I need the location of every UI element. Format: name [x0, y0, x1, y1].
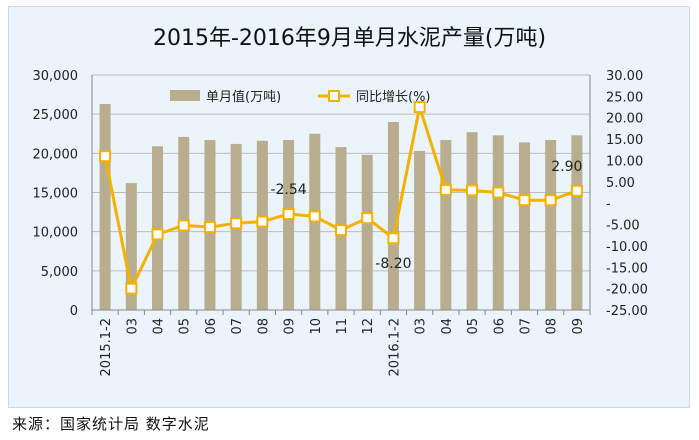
line-point	[177, 219, 190, 232]
bar	[466, 132, 478, 310]
y-left-tick-label: 5,000	[41, 265, 78, 280]
line-point	[570, 184, 583, 197]
y-right-tick-label: -20.00	[606, 283, 648, 298]
line-point	[203, 221, 216, 234]
line-point	[544, 194, 557, 207]
data-label: -2.54	[270, 182, 306, 198]
y-right-tick-label: 5.00	[606, 176, 635, 191]
line-point	[230, 217, 243, 230]
x-tick-label: 10	[309, 318, 324, 335]
x-tick-label: 12	[361, 318, 376, 335]
line-point	[151, 228, 164, 241]
bar	[545, 140, 557, 310]
line-point	[439, 183, 452, 196]
x-tick-label: 08	[256, 318, 271, 335]
bar	[361, 154, 373, 310]
bar	[283, 140, 295, 310]
data-label: -8.20	[375, 256, 411, 272]
y-right-tick-label: -15.00	[606, 261, 648, 276]
bar	[125, 183, 137, 310]
legend-line-marker	[328, 90, 340, 102]
line-point	[335, 224, 347, 237]
x-tick-label: 2016.1-2	[387, 318, 402, 376]
legend-line-label: 同比增长(%)	[356, 90, 431, 105]
axes: 05,00010,00015,00020,00025,00030,000-25.…	[33, 69, 648, 376]
x-tick-label: 04	[152, 318, 167, 335]
x-tick-label: 09	[571, 318, 586, 335]
y-right-tick-label: 15.00	[606, 133, 643, 148]
y-right-tick-label: -25.00	[606, 304, 648, 319]
data-labels: -2.54 -8.20 2.90	[270, 159, 582, 272]
line-point	[492, 186, 505, 199]
line-point	[125, 282, 138, 295]
x-tick-label: 06	[204, 318, 219, 335]
y-left-tick-label: 30,000	[33, 69, 79, 84]
y-right-tick-label: -5.00	[606, 219, 640, 234]
data-label: 2.90	[551, 159, 582, 175]
bar	[152, 146, 164, 310]
x-tick-label: 03	[414, 318, 429, 335]
y-right-tick-label: 25.00	[606, 90, 643, 105]
line-point	[282, 208, 295, 221]
x-tick-label: 11	[335, 318, 350, 335]
bar-series	[99, 103, 583, 310]
bar	[571, 135, 583, 310]
line-point	[308, 210, 321, 223]
legend-bar-label: 单月值(万吨)	[206, 89, 281, 105]
line-point	[361, 212, 374, 225]
legend-bar-swatch	[170, 90, 200, 101]
line-point	[518, 194, 531, 207]
y-right-tick-label: 10.00	[606, 154, 643, 169]
y-right-tick-label: 20.00	[606, 112, 643, 127]
x-tick-label: 03	[125, 318, 140, 335]
line-point	[466, 184, 479, 197]
y-right-tick-label: 30.00	[606, 69, 643, 84]
x-tick-label: 05	[466, 318, 481, 335]
y-right-tick-label: -	[606, 197, 611, 212]
bar	[414, 150, 426, 310]
line-point	[387, 232, 400, 245]
x-tick-label: 07	[230, 318, 245, 335]
x-tick-label: 09	[283, 318, 298, 335]
y-left-tick-label: 15,000	[33, 187, 79, 202]
x-tick-label: 07	[518, 318, 533, 335]
bar	[518, 142, 530, 310]
x-tick-label: 04	[440, 318, 455, 335]
y-left-tick-label: 20,000	[33, 147, 79, 162]
bar	[492, 135, 504, 310]
y-left-tick-label: 25,000	[33, 108, 79, 123]
x-tick-label: 2015.1-2	[99, 318, 114, 376]
y-left-tick-label: 10,000	[33, 226, 79, 241]
x-tick-label: 08	[545, 318, 560, 335]
legend: 单月值(万吨) 同比增长(%)	[170, 89, 431, 105]
source-note: 来源：国家统计局 数字水泥	[12, 415, 210, 433]
x-tick-label: 05	[178, 318, 193, 335]
x-tick-label: 06	[492, 318, 507, 335]
bar	[387, 122, 399, 310]
y-right-tick-label: -10.00	[606, 240, 648, 255]
bar	[440, 140, 452, 310]
line-point	[413, 101, 426, 114]
y-left-tick-label: 0	[70, 304, 78, 319]
chart-title: 2015年-2016年9月单月水泥产量(万吨)	[152, 26, 547, 51]
line-point	[99, 150, 112, 163]
bar	[99, 103, 111, 310]
line-series	[99, 101, 583, 295]
line-point	[256, 215, 269, 228]
